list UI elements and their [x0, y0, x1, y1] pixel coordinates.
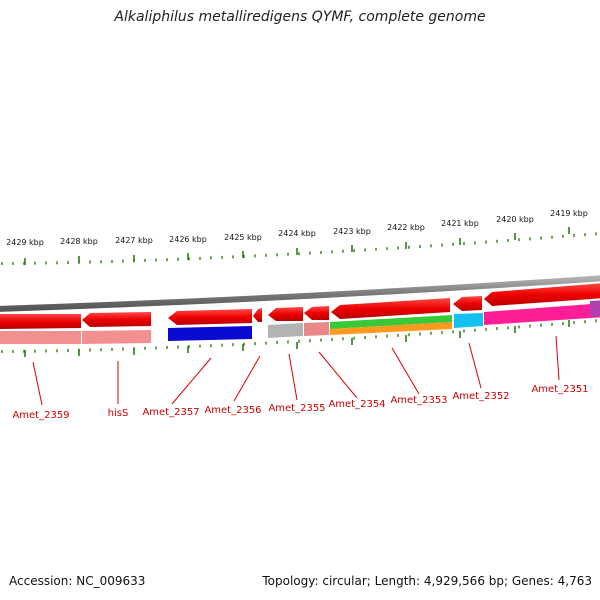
gene-label: Amet_2352 — [452, 391, 509, 402]
gene-amet-2353 — [331, 298, 450, 319]
gene-amet-2357 — [168, 309, 252, 325]
map-title: Alkaliphilus metalliredigens QYMF, compl… — [114, 9, 486, 25]
cog-amet-2351-purple — [590, 300, 600, 317]
scale-label: 2423 kbp — [333, 227, 371, 236]
scale-label: 2429 kbp — [6, 238, 44, 247]
gene-amet-2356 — [253, 308, 262, 322]
gene-labels: Amet_2359 hisS Amet_2357 Amet_2356 Amet_2355… — [12, 384, 588, 421]
cog-amet-2353-green — [330, 315, 452, 329]
gene-label: Amet_2351 — [531, 384, 588, 395]
gene-amet-2359 — [0, 314, 81, 329]
label-leader-line — [171, 357, 212, 405]
gene-hiss — [82, 312, 151, 327]
topology-text: Topology: circular; Length: 4,929,566 bp… — [262, 574, 592, 588]
scale-label: 2422 kbp — [387, 223, 425, 232]
label-leader-line — [233, 355, 261, 402]
scale-label: 2428 kbp — [60, 237, 98, 246]
cog-amet-2357 — [168, 326, 252, 341]
accession-text: Accession: NC_009633 — [9, 574, 146, 588]
cog-amet-2355 — [268, 323, 303, 338]
scale-label: 2419 kbp — [550, 209, 588, 218]
cog-hiss — [82, 330, 151, 344]
scale-label: 2424 kbp — [278, 229, 316, 238]
cog-amet-2351-pink — [484, 303, 600, 325]
label-leader-line — [318, 351, 358, 399]
gene-label-leaders — [32, 335, 560, 406]
cog-amet-2354 — [304, 322, 329, 336]
cog-track — [0, 300, 600, 344]
gene-label: Amet_2355 — [268, 403, 325, 414]
scale-label: 2426 kbp — [169, 235, 207, 244]
backbone-arc — [0, 275, 600, 312]
label-leader-line — [288, 353, 298, 401]
scale-labels: 2429 kbp 2428 kbp 2427 kbp 2426 kbp 2425 kbp… — [6, 209, 588, 247]
scale-label: 2427 kbp — [115, 236, 153, 245]
gene-label: Amet_2356 — [204, 405, 261, 416]
gene-amet-2355 — [268, 307, 303, 321]
label-leader-line — [555, 335, 560, 381]
gene-amet-2352 — [453, 296, 482, 311]
gene-track — [0, 283, 600, 329]
gene-label: Amet_2354 — [328, 399, 385, 410]
gene-label: hisS — [108, 408, 129, 419]
scale-ticks-inner — [1, 319, 597, 357]
scale-label: 2420 kbp — [496, 215, 534, 224]
gene-label: Amet_2359 — [12, 410, 69, 421]
gene-amet-2351 — [484, 283, 600, 306]
scale-ticks-outer — [1, 227, 597, 265]
label-leader-line — [468, 342, 482, 389]
label-leader-line — [391, 347, 420, 395]
label-leader-line — [32, 361, 43, 406]
cog-amet-2352 — [454, 313, 483, 328]
gene-label: Amet_2357 — [142, 407, 199, 418]
scale-label: 2425 kbp — [224, 233, 262, 242]
genome-backbone — [0, 275, 600, 312]
gene-amet-2354 — [304, 306, 329, 320]
gene-label: Amet_2353 — [390, 395, 447, 406]
scale-label: 2421 kbp — [441, 219, 479, 228]
cog-amet-2353-orange — [330, 322, 452, 335]
cog-amet-2359 — [0, 331, 81, 344]
